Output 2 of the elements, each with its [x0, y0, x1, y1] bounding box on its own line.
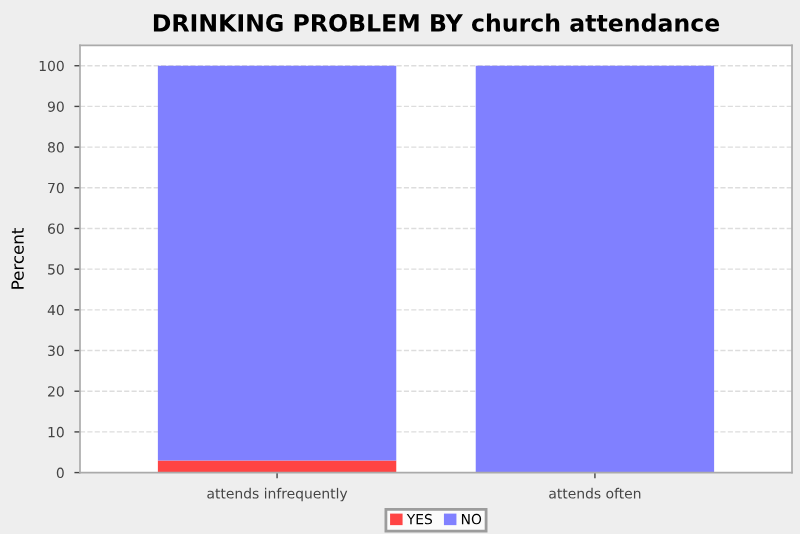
chart-title: DRINKING PROBLEM BY church attendance — [153, 13, 720, 32]
y-axis-title: Percent — [11, 228, 24, 289]
